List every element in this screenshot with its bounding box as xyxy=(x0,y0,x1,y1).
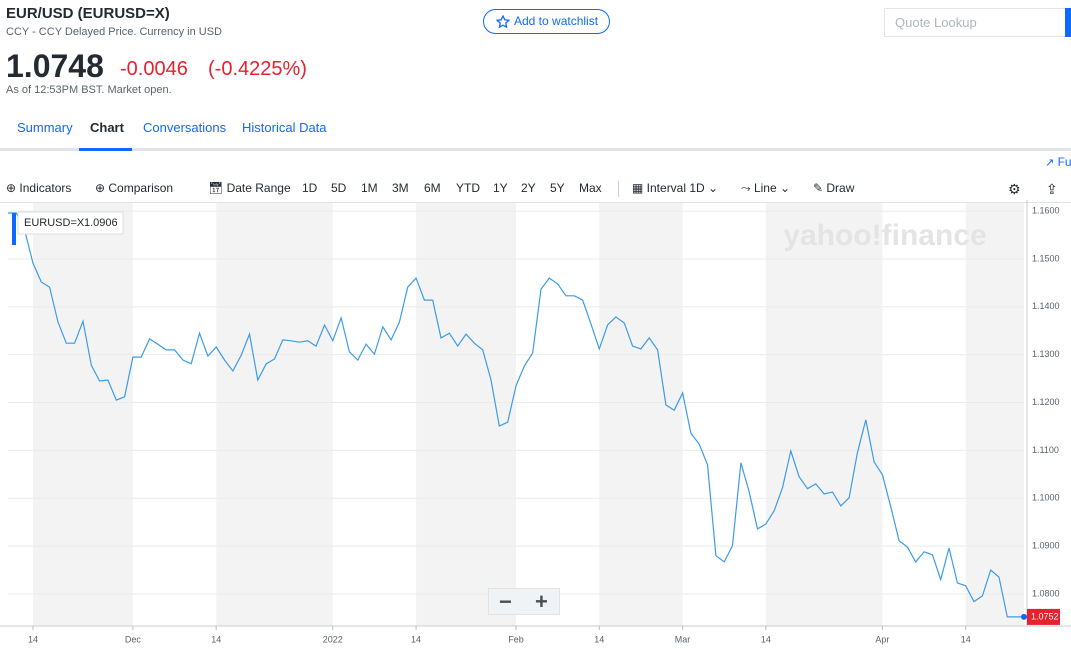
last-price-label: 1.0752 xyxy=(1031,611,1059,621)
range-button[interactable]: 1M xyxy=(361,181,378,195)
last-price-box xyxy=(1027,608,1060,625)
interval-button[interactable]: ▦ Interval 1D ⌄ xyxy=(632,181,719,195)
period-shade xyxy=(765,203,883,626)
tooltip-value: 1.0906 xyxy=(84,217,118,229)
range-button[interactable]: YTD xyxy=(456,181,480,195)
price-line xyxy=(8,212,1024,618)
toolbar-border xyxy=(0,202,1071,203)
x-tick-label: Mar xyxy=(675,634,691,644)
indicators-button[interactable]: ⊕ Indicators xyxy=(6,181,72,195)
x-tick-label: 14 xyxy=(211,634,221,644)
y-tick-label: 1.1100 xyxy=(1032,445,1059,455)
range-button[interactable]: 1D xyxy=(302,181,318,195)
x-tick-label: 14 xyxy=(961,634,971,644)
tab[interactable]: Chart xyxy=(90,120,124,135)
y-tick-label: 1.1600 xyxy=(1032,206,1060,216)
y-tick-label: 1.1500 xyxy=(1032,253,1060,263)
zoom-in[interactable]: + xyxy=(535,589,548,614)
x-tick-label: 14 xyxy=(761,634,771,644)
range-button[interactable]: 3M xyxy=(392,181,409,195)
watchlist-button[interactable]: Add to watchlist xyxy=(483,9,610,34)
watermark: yahoo!finance xyxy=(783,219,986,252)
x-tick-label: 2022 xyxy=(323,634,343,644)
range-button[interactable]: 6M xyxy=(424,181,441,195)
comparison-label: Comparison xyxy=(108,181,174,195)
price-change: -0.0046 xyxy=(120,58,188,80)
range-button[interactable]: 1Y xyxy=(493,181,508,195)
star-icon xyxy=(496,15,510,29)
y-tick-label: 1.0800 xyxy=(1032,588,1060,598)
price-change-pct: (-0.4225%) xyxy=(208,58,307,80)
tab-selected xyxy=(79,148,132,151)
range-button[interactable]: Max xyxy=(579,181,602,195)
range-button[interactable]: 5Y xyxy=(550,181,565,195)
interval-value: 1D xyxy=(689,181,705,195)
settings-icon[interactable]: ⚙ xyxy=(1008,181,1021,197)
tab[interactable]: Historical Data xyxy=(242,120,327,135)
comparison-button[interactable]: ⊕ Comparison xyxy=(95,181,174,195)
y-tick-label: 1.1300 xyxy=(1032,349,1060,359)
tab[interactable]: Conversations xyxy=(143,120,227,135)
tab-underline xyxy=(0,148,1071,151)
date-range-button[interactable]: 📅︎ Date Range xyxy=(208,181,291,195)
zoom-controls: − + xyxy=(488,588,560,615)
zoom-out[interactable]: − xyxy=(499,589,512,614)
draw-label: Draw xyxy=(826,181,855,195)
x-tick-label: Dec xyxy=(125,634,142,644)
y-tick-label: 1.0900 xyxy=(1032,540,1060,550)
draw-button[interactable]: ✎ Draw xyxy=(813,181,855,195)
indicators-label: Indicators xyxy=(19,181,72,195)
as-of: As of 12:53PM BST. Market open. xyxy=(6,84,172,96)
x-tick-label: Apr xyxy=(875,634,889,644)
watchlist-label: Add to watchlist xyxy=(514,14,599,28)
separator xyxy=(618,181,619,197)
period-shade xyxy=(599,203,683,626)
x-tick-label: Feb xyxy=(508,634,524,644)
quote-subtitle: CCY - CCY Delayed Price. Currency in USD xyxy=(6,26,222,38)
period-shade xyxy=(32,203,133,626)
y-tick-label: 1.1200 xyxy=(1032,397,1060,407)
interval-label: Interval xyxy=(646,181,687,195)
share-icon[interactable]: ⇪ xyxy=(1046,181,1058,197)
y-tick-label: 1.1400 xyxy=(1032,301,1060,311)
full-screen[interactable]: ↗ Full screen xyxy=(1045,155,1071,169)
last-point xyxy=(1021,613,1027,620)
chart-style-label: Line xyxy=(753,181,777,195)
chart-style-button[interactable]: ⤳ Line ⌄ xyxy=(741,181,791,195)
tooltip-box xyxy=(17,211,124,235)
x-tick-label: 14 xyxy=(594,634,604,644)
search-box[interactable]: Quote Lookup xyxy=(884,8,1071,37)
tab[interactable]: Summary xyxy=(17,120,73,135)
range-button[interactable]: 5D xyxy=(331,181,347,195)
price: 1.0748 xyxy=(6,48,104,84)
quote-title: EUR/USD (EURUSD=X) xyxy=(6,5,170,22)
range-button[interactable]: 2Y xyxy=(521,181,536,195)
tooltip-symbol: EURUSD=X xyxy=(24,217,85,229)
period-shade xyxy=(216,203,333,626)
x-tick-label: 14 xyxy=(28,634,38,644)
date-range-label: Date Range xyxy=(226,181,291,195)
period-shade xyxy=(965,203,1024,626)
y-tick-label: 1.1000 xyxy=(1032,493,1060,503)
x-tick-label: 14 xyxy=(411,634,421,644)
tooltip-marker xyxy=(12,213,16,246)
full-screen-label: Full screen xyxy=(1057,155,1071,169)
chart: yahoo!finance 1.1600 1.1500 1.1400 1.1300 1.1… xyxy=(0,200,1071,644)
period-shade xyxy=(416,203,516,626)
